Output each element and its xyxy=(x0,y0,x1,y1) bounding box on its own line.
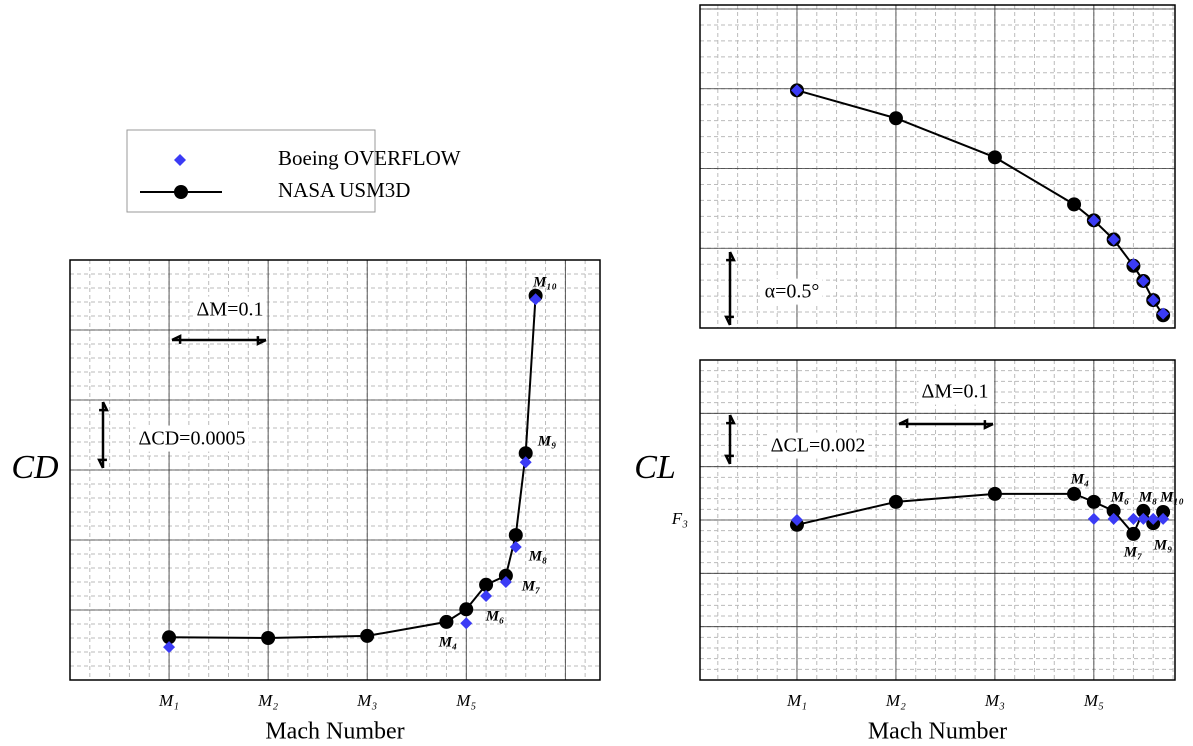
legend-marker xyxy=(174,185,188,199)
x-tick-label: M₂ xyxy=(885,691,906,710)
data-point xyxy=(1067,486,1082,501)
arrow-head xyxy=(726,251,736,262)
data-point xyxy=(1136,503,1151,518)
data-point xyxy=(987,486,1002,501)
point-label: M₈ xyxy=(528,548,548,564)
x-tick-label: M₅ xyxy=(455,691,476,710)
data-point xyxy=(888,111,903,126)
point-label: M₉ xyxy=(537,433,557,449)
arrow-head xyxy=(171,334,182,344)
plot-frame xyxy=(699,4,1176,329)
arrow-head xyxy=(256,336,267,346)
annotation-bg xyxy=(135,425,249,452)
x-tick-label: M₁ xyxy=(786,691,807,710)
data-point xyxy=(163,641,176,654)
legend-label: NASA USM3D xyxy=(278,178,410,202)
point-label: M₁₀ xyxy=(1159,489,1184,505)
data-point xyxy=(1107,512,1120,525)
x-axis-label: Mach Number xyxy=(868,719,1007,745)
data-point xyxy=(1107,233,1120,246)
x-tick-label: M₂ xyxy=(257,691,278,710)
data-point xyxy=(790,514,803,526)
legend-label: Boeing OVERFLOW xyxy=(278,146,461,170)
plot-frame xyxy=(699,359,1176,681)
data-point xyxy=(1147,294,1160,307)
data-point xyxy=(1147,512,1160,525)
annotation: ΔM=0.1 xyxy=(922,381,989,403)
x-tick-label: M₅ xyxy=(1083,691,1104,710)
point-label: M₈ xyxy=(1138,489,1158,505)
annotation: ΔCL=0.002 xyxy=(771,435,866,457)
annotation: ΔCD=0.0005 xyxy=(139,428,246,450)
data-point xyxy=(439,614,454,629)
data-point xyxy=(790,84,803,97)
data-point xyxy=(460,617,473,630)
arrow-head xyxy=(99,401,109,412)
data-point xyxy=(888,494,903,509)
annotation: ΔM=0.1 xyxy=(197,299,264,321)
data-point xyxy=(1127,258,1140,271)
data-point xyxy=(162,630,177,645)
data-point xyxy=(459,602,474,617)
data-point xyxy=(1126,526,1141,541)
data-point xyxy=(261,631,276,645)
data-point xyxy=(480,590,493,602)
data-point xyxy=(1086,494,1101,509)
annotation-bg xyxy=(767,432,869,459)
plot-frame xyxy=(69,259,601,681)
point-label: M₄ xyxy=(438,634,458,650)
data-point xyxy=(1067,197,1082,212)
series-line xyxy=(796,492,1164,536)
x-tick-label: M₁ xyxy=(158,691,179,710)
data-point xyxy=(1087,512,1100,525)
x-tick-label: M₃ xyxy=(356,691,377,710)
x-tick-label: M₃ xyxy=(984,691,1005,710)
data-point xyxy=(518,446,533,461)
data-point xyxy=(1087,214,1100,227)
series-line xyxy=(796,89,1164,316)
point-label: M₁₀ xyxy=(532,274,557,290)
y-tick-label: F₃ xyxy=(671,509,688,528)
arrow-head xyxy=(724,315,734,326)
data-point xyxy=(508,528,523,543)
data-point xyxy=(529,293,542,306)
legend-marker xyxy=(174,154,186,166)
annotation-bg xyxy=(918,378,992,405)
data-point xyxy=(509,541,522,553)
data-point xyxy=(1157,307,1170,320)
x-axis-label: Mach Number xyxy=(265,719,404,745)
arrow-head xyxy=(724,454,734,465)
legend-box xyxy=(126,129,376,213)
data-point xyxy=(987,150,1002,165)
y-axis-label: CD xyxy=(11,449,59,486)
data-point xyxy=(479,577,494,592)
data-point xyxy=(499,576,512,588)
data-point xyxy=(498,568,513,583)
point-label: M₉ xyxy=(1153,537,1173,553)
data-point xyxy=(1137,274,1150,287)
series-line xyxy=(169,295,537,640)
point-label: M₆ xyxy=(485,608,505,624)
arrow-head xyxy=(97,458,107,469)
annotation-bg xyxy=(761,278,823,305)
arrow-head xyxy=(983,420,994,430)
data-point xyxy=(1156,505,1171,519)
data-point xyxy=(1157,512,1170,525)
point-label: M₆ xyxy=(1110,489,1130,505)
data-point xyxy=(1137,512,1150,525)
point-label: M₄ xyxy=(1070,471,1090,487)
arrow-head xyxy=(726,414,736,425)
legend xyxy=(126,129,376,213)
arrow-head xyxy=(898,418,909,428)
data-point xyxy=(1106,503,1121,518)
annotation: α=0.5° xyxy=(765,281,820,303)
data-point xyxy=(519,456,532,469)
point-label: M₇ xyxy=(1123,544,1143,560)
data-point xyxy=(1127,512,1140,525)
point-label: M₇ xyxy=(521,578,541,594)
annotation-bg xyxy=(193,296,267,323)
data-point xyxy=(360,628,375,643)
y-axis-label: CL xyxy=(634,449,676,486)
